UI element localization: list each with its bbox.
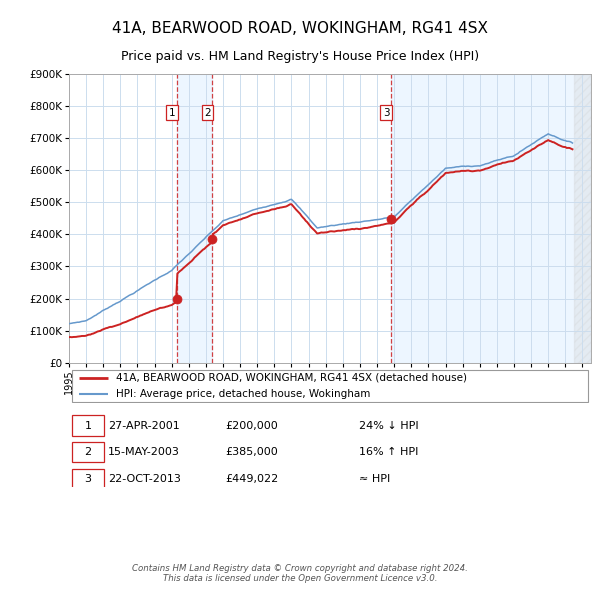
Text: Price paid vs. HM Land Registry's House Price Index (HPI): Price paid vs. HM Land Registry's House … bbox=[121, 50, 479, 63]
Text: £385,000: £385,000 bbox=[226, 447, 278, 457]
FancyBboxPatch shape bbox=[71, 442, 104, 463]
Bar bbox=[391, 74, 591, 363]
Bar bbox=[177, 74, 212, 363]
Text: 3: 3 bbox=[383, 108, 389, 118]
Text: 3: 3 bbox=[85, 474, 92, 484]
Text: ≈ HPI: ≈ HPI bbox=[359, 474, 390, 484]
Text: 15-MAY-2003: 15-MAY-2003 bbox=[108, 447, 180, 457]
Text: HPI: Average price, detached house, Wokingham: HPI: Average price, detached house, Woki… bbox=[116, 389, 370, 399]
FancyBboxPatch shape bbox=[71, 415, 104, 436]
Text: 27-APR-2001: 27-APR-2001 bbox=[108, 421, 180, 431]
Text: 2: 2 bbox=[204, 108, 211, 118]
Text: 16% ↑ HPI: 16% ↑ HPI bbox=[359, 447, 418, 457]
Text: 1: 1 bbox=[169, 108, 176, 118]
Text: 2: 2 bbox=[85, 447, 92, 457]
Text: 22-OCT-2013: 22-OCT-2013 bbox=[108, 474, 181, 484]
Text: 1: 1 bbox=[85, 421, 92, 431]
Text: £449,022: £449,022 bbox=[226, 474, 279, 484]
Bar bbox=[574, 74, 591, 363]
FancyBboxPatch shape bbox=[71, 369, 589, 402]
Text: 41A, BEARWOOD ROAD, WOKINGHAM, RG41 4SX (detached house): 41A, BEARWOOD ROAD, WOKINGHAM, RG41 4SX … bbox=[116, 373, 467, 382]
Text: 24% ↓ HPI: 24% ↓ HPI bbox=[359, 421, 418, 431]
Text: Contains HM Land Registry data © Crown copyright and database right 2024.
This d: Contains HM Land Registry data © Crown c… bbox=[132, 563, 468, 583]
Text: £200,000: £200,000 bbox=[226, 421, 278, 431]
Text: 41A, BEARWOOD ROAD, WOKINGHAM, RG41 4SX: 41A, BEARWOOD ROAD, WOKINGHAM, RG41 4SX bbox=[112, 21, 488, 35]
FancyBboxPatch shape bbox=[71, 468, 104, 489]
